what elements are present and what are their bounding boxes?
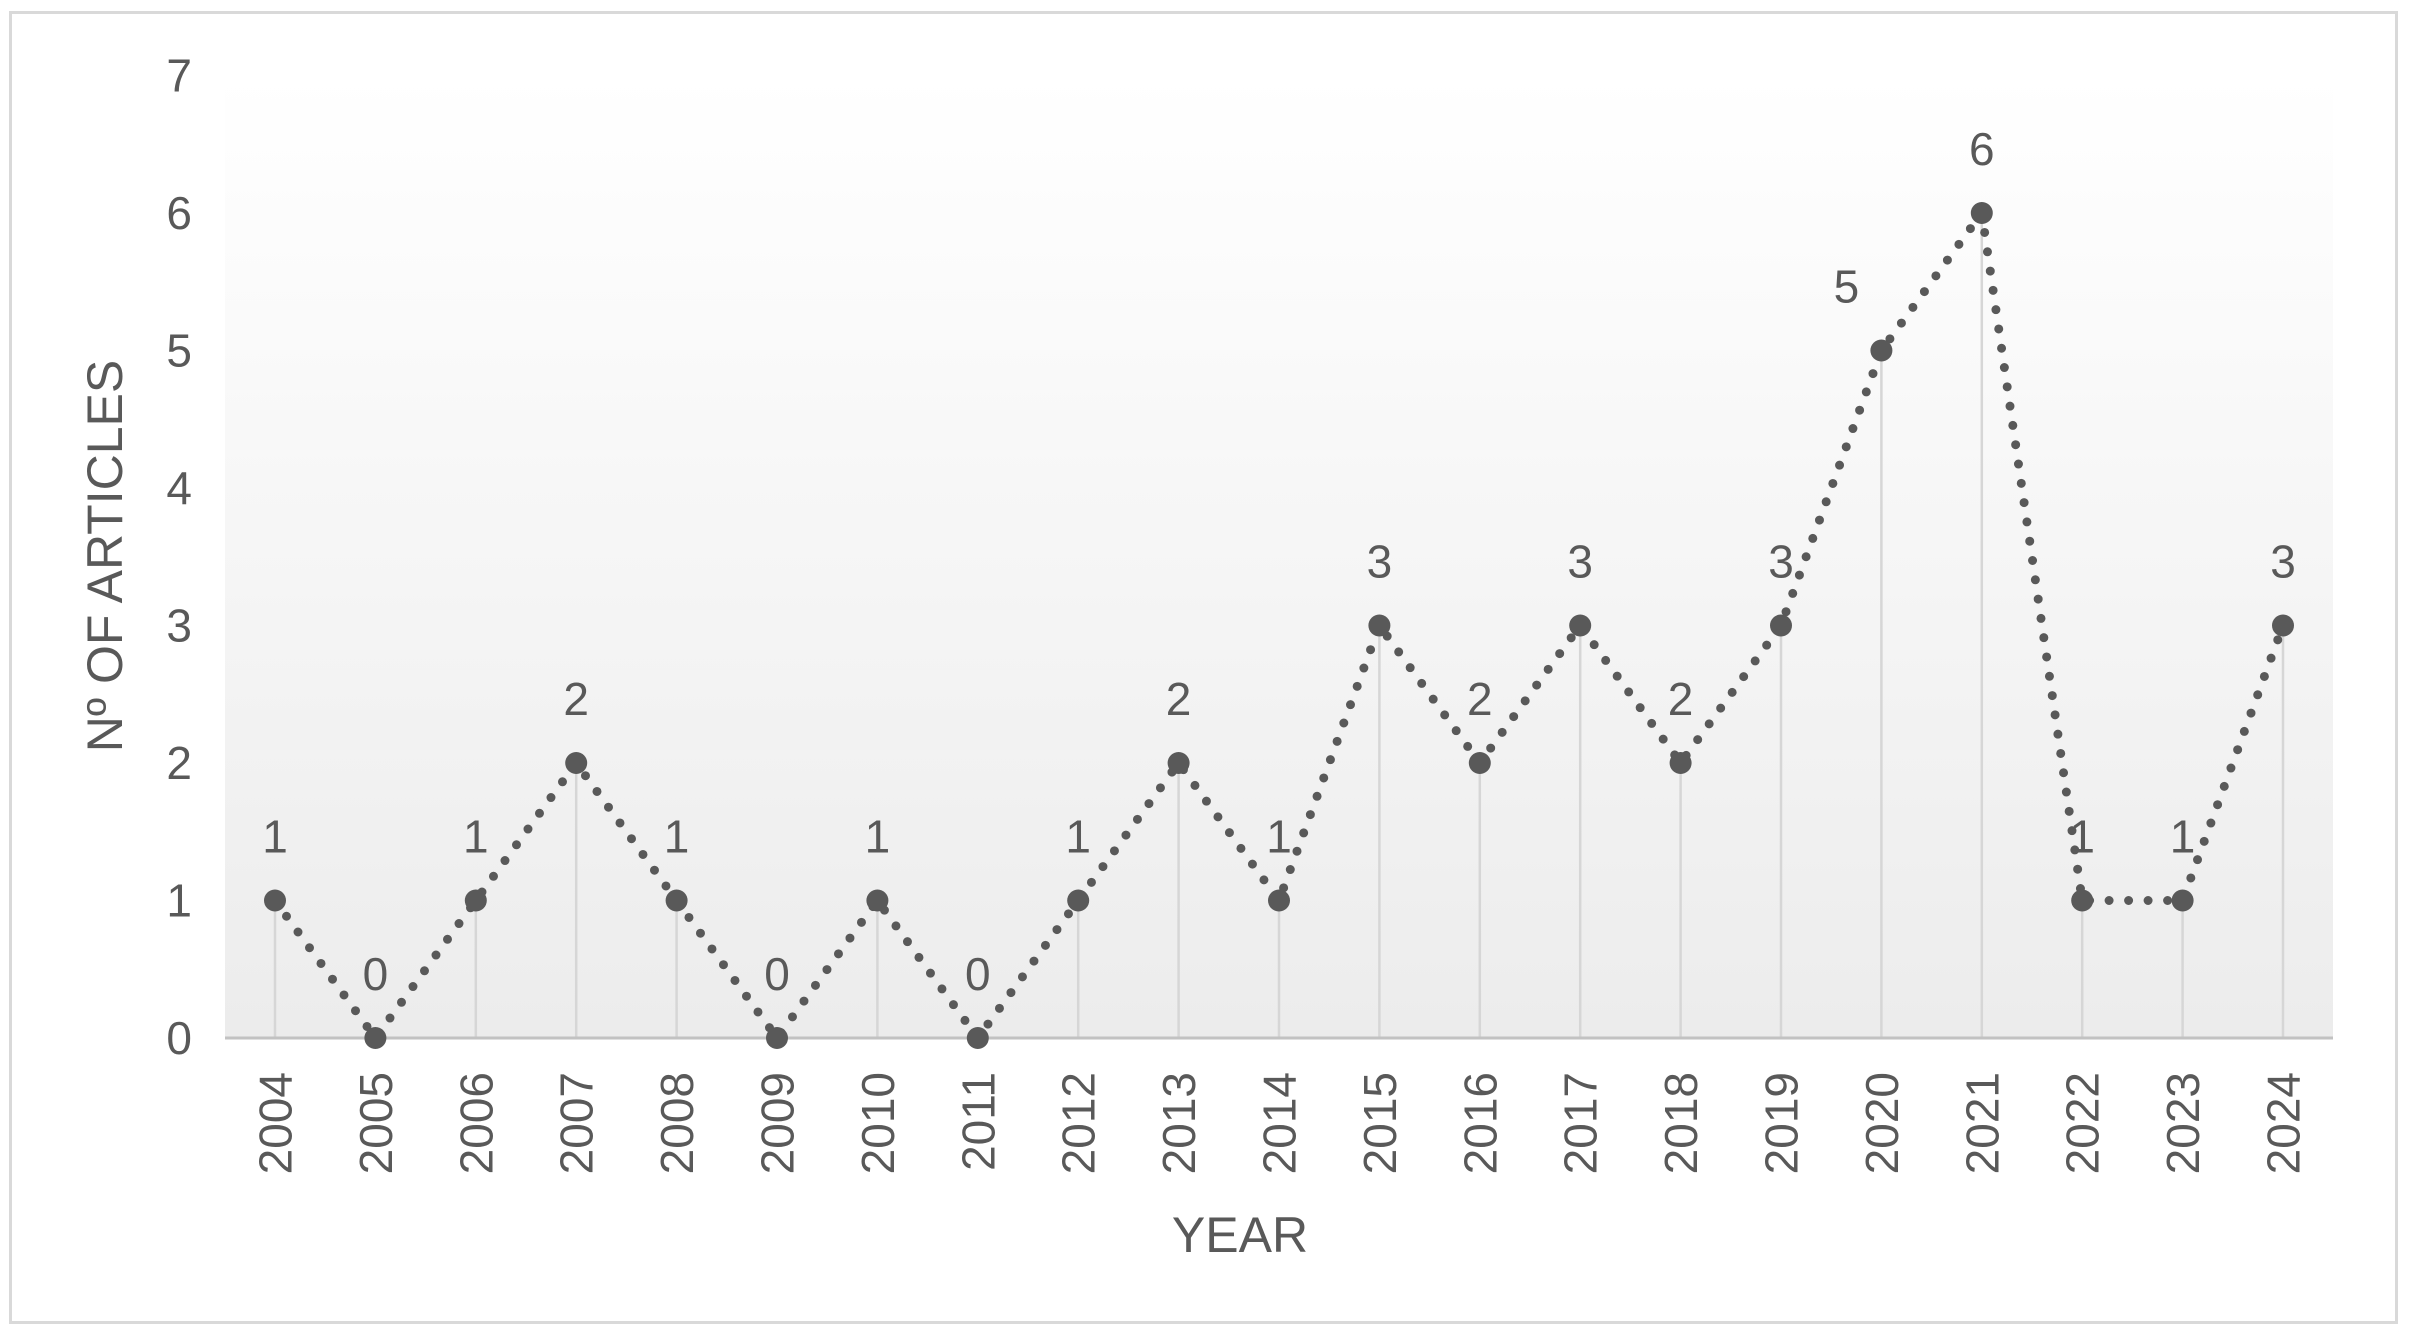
- data-point-marker-2011: [966, 1027, 989, 1049]
- y-axis-tick-label: 2: [166, 737, 192, 789]
- data-point-label: 3: [1567, 536, 1593, 588]
- x-axis-tick-label: 2011: [952, 1072, 1004, 1171]
- data-point-markers-group: [264, 202, 2294, 1049]
- data-point-label: 2: [563, 673, 589, 725]
- x-axis-tick-label: 2006: [450, 1072, 502, 1174]
- data-point-label: 3: [1367, 536, 1393, 588]
- data-point-label: 1: [262, 811, 288, 863]
- series-dotted-line-group: [270, 201, 2288, 1046]
- x-axis-tick-label: 2008: [651, 1072, 703, 1174]
- data-point-marker-2019: [1770, 614, 1792, 637]
- axis-titles-group: YEAR Nº OF ARTICLES: [77, 360, 1308, 1263]
- data-point-marker-2024: [2272, 614, 2294, 637]
- x-axis-tick-label: 2012: [1053, 1072, 1105, 1174]
- data-point-marker-2010: [866, 889, 889, 912]
- data-point-labels-group: 1 0 1 2 1 0 1 0 1 2 1 3 2 3 2 3 5 6 1 1 3: [262, 123, 2296, 1000]
- data-point-marker-2005: [364, 1027, 387, 1049]
- x-axis-tick-label: 2023: [2157, 1072, 2209, 1174]
- data-point-marker-2015: [1368, 614, 1391, 637]
- x-axis-tick-label: 2018: [1655, 1072, 1707, 1174]
- data-point-marker-2016: [1468, 752, 1491, 774]
- x-axis-tick-label: 2016: [1454, 1072, 1506, 1174]
- data-point-marker-2008: [665, 889, 688, 912]
- data-point-label: 1: [664, 811, 690, 863]
- data-point-marker-2004: [264, 889, 286, 912]
- data-point-marker-2023: [2171, 889, 2194, 912]
- x-axis-tick-label: 2019: [1756, 1072, 1808, 1174]
- y-axis-tick-label: 3: [166, 600, 192, 652]
- drop-lines-group: [273, 213, 2285, 1038]
- y-axis-tick-label: 0: [166, 1012, 192, 1064]
- x-axis-tick-label: 2014: [1254, 1072, 1306, 1174]
- data-point-label: 1: [1065, 811, 1091, 863]
- x-axis-tick-labels-group: 2004 2005 2006 2007 2008 2009 2010 2011 2012 2013…: [250, 1072, 2310, 1174]
- x-axis-title: YEAR: [1172, 1207, 1308, 1263]
- data-point-label: 0: [965, 948, 991, 1000]
- data-point-marker-2018: [1669, 752, 1692, 774]
- data-point-marker-2007: [565, 752, 588, 774]
- x-axis-tick-label: 2024: [2258, 1072, 2310, 1174]
- data-point-label: 1: [2170, 811, 2196, 863]
- y-axis-tick-label: 4: [166, 462, 192, 514]
- x-axis-tick-label: 2007: [551, 1072, 603, 1174]
- y-axis-tick-label: 1: [166, 875, 192, 927]
- x-axis-tick-label: 2009: [752, 1072, 804, 1174]
- data-point-label: 1: [463, 811, 489, 863]
- data-point-label: 1: [1266, 811, 1292, 863]
- data-point-label: 2: [1467, 673, 1493, 725]
- x-axis-tick-label: 2020: [1856, 1072, 1908, 1174]
- data-point-marker-2006: [464, 889, 487, 912]
- data-point-marker-2020: [1870, 339, 1893, 362]
- data-point-label: 2: [1166, 673, 1192, 725]
- y-axis-title: Nº OF ARTICLES: [77, 360, 133, 752]
- x-axis-tick-label: 2004: [250, 1072, 302, 1174]
- data-point-marker-2017: [1569, 614, 1592, 637]
- data-point-label: 0: [363, 948, 389, 1000]
- data-point-marker-2013: [1167, 752, 1190, 774]
- data-point-label: 2: [1668, 673, 1694, 725]
- y-axis-tick-labels-group: 0 1 2 3 4 5 6 7: [166, 50, 192, 1065]
- data-point-marker-2021: [1970, 202, 1993, 224]
- data-point-marker-2009: [766, 1027, 788, 1049]
- y-axis-tick-label: 6: [166, 187, 192, 239]
- data-point-label: 3: [1768, 536, 1794, 588]
- data-point-label: 5: [1834, 261, 1860, 313]
- x-axis-tick-label: 2005: [350, 1072, 402, 1174]
- data-point-label: 1: [865, 811, 891, 863]
- x-axis-tick-label: 2022: [2057, 1072, 2109, 1174]
- series-dotted-line: [270, 201, 2288, 1046]
- x-axis-tick-label: 2015: [1354, 1072, 1406, 1174]
- x-axis-tick-label: 2021: [1956, 1072, 2008, 1174]
- data-point-label: 0: [764, 948, 790, 1000]
- data-point-label: 3: [2270, 536, 2296, 588]
- data-point-label: 1: [2069, 811, 2095, 863]
- data-point-label: 6: [1969, 123, 1995, 175]
- data-point-marker-2022: [2071, 889, 2094, 912]
- x-axis-tick-label: 2010: [852, 1072, 904, 1174]
- y-axis-tick-label: 7: [166, 50, 192, 102]
- data-point-marker-2012: [1067, 889, 1090, 912]
- x-axis-tick-label: 2017: [1555, 1072, 1607, 1174]
- x-axis-tick-label: 2013: [1153, 1072, 1205, 1174]
- data-point-marker-2014: [1268, 889, 1290, 912]
- y-axis-tick-label: 5: [166, 325, 192, 377]
